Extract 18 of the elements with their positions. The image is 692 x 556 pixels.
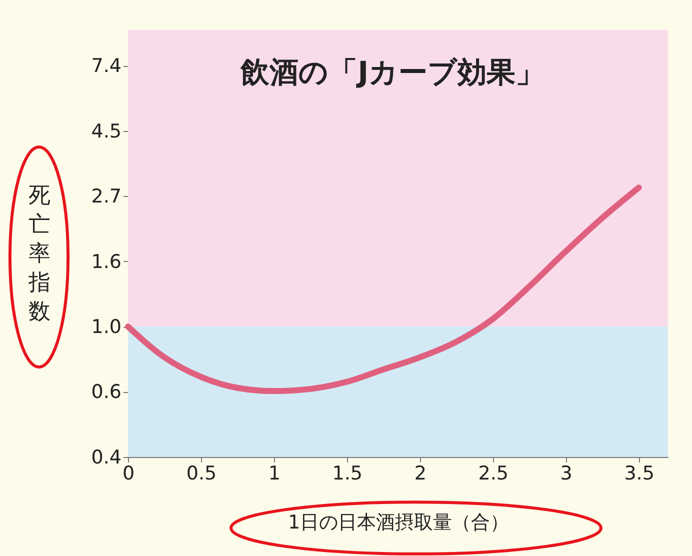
x-tick-label: 3.5 [624, 462, 654, 484]
x-axis-title: 1日の日本酒摂取量（合） [288, 512, 510, 534]
y-tick-label: 4.5 [91, 120, 122, 142]
x-tick-label: 2.5 [478, 462, 508, 484]
y-tick-label: 0.6 [91, 381, 122, 404]
x-tick-label: 1 [268, 462, 280, 484]
y-axis-title: 死亡率指数 [28, 184, 50, 324]
y-tick-label: 7.4 [91, 55, 122, 78]
y-tick-label: 1.0 [91, 316, 122, 338]
y-tick-label: 0.4 [91, 446, 122, 468]
x-tick-label: 3 [560, 462, 572, 484]
x-tick-label: 1.5 [332, 462, 363, 484]
text: 飲酒の「Jカーブ効果」 [240, 55, 544, 89]
y-tick-label: 1.6 [91, 250, 122, 273]
x-tick-label: 0.5 [186, 462, 217, 484]
x-tick-label: 0 [122, 462, 135, 484]
y-tick-label: 2.7 [91, 186, 122, 208]
x-tick-label: 2 [414, 462, 426, 484]
